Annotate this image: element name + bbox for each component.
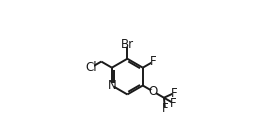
Bar bbox=[151, 59, 155, 64]
Text: F: F bbox=[162, 102, 168, 115]
Text: N: N bbox=[107, 79, 116, 92]
Text: Br: Br bbox=[121, 38, 134, 51]
Text: Cl: Cl bbox=[86, 61, 97, 74]
Bar bbox=[172, 101, 176, 105]
Bar bbox=[172, 91, 176, 95]
Bar bbox=[151, 90, 155, 94]
Bar bbox=[124, 42, 131, 47]
Text: F: F bbox=[171, 87, 177, 99]
Text: O: O bbox=[149, 85, 158, 98]
Bar bbox=[109, 83, 114, 88]
Text: F: F bbox=[170, 97, 177, 110]
Bar bbox=[163, 107, 167, 111]
Bar bbox=[89, 65, 95, 69]
Text: F: F bbox=[150, 55, 157, 68]
